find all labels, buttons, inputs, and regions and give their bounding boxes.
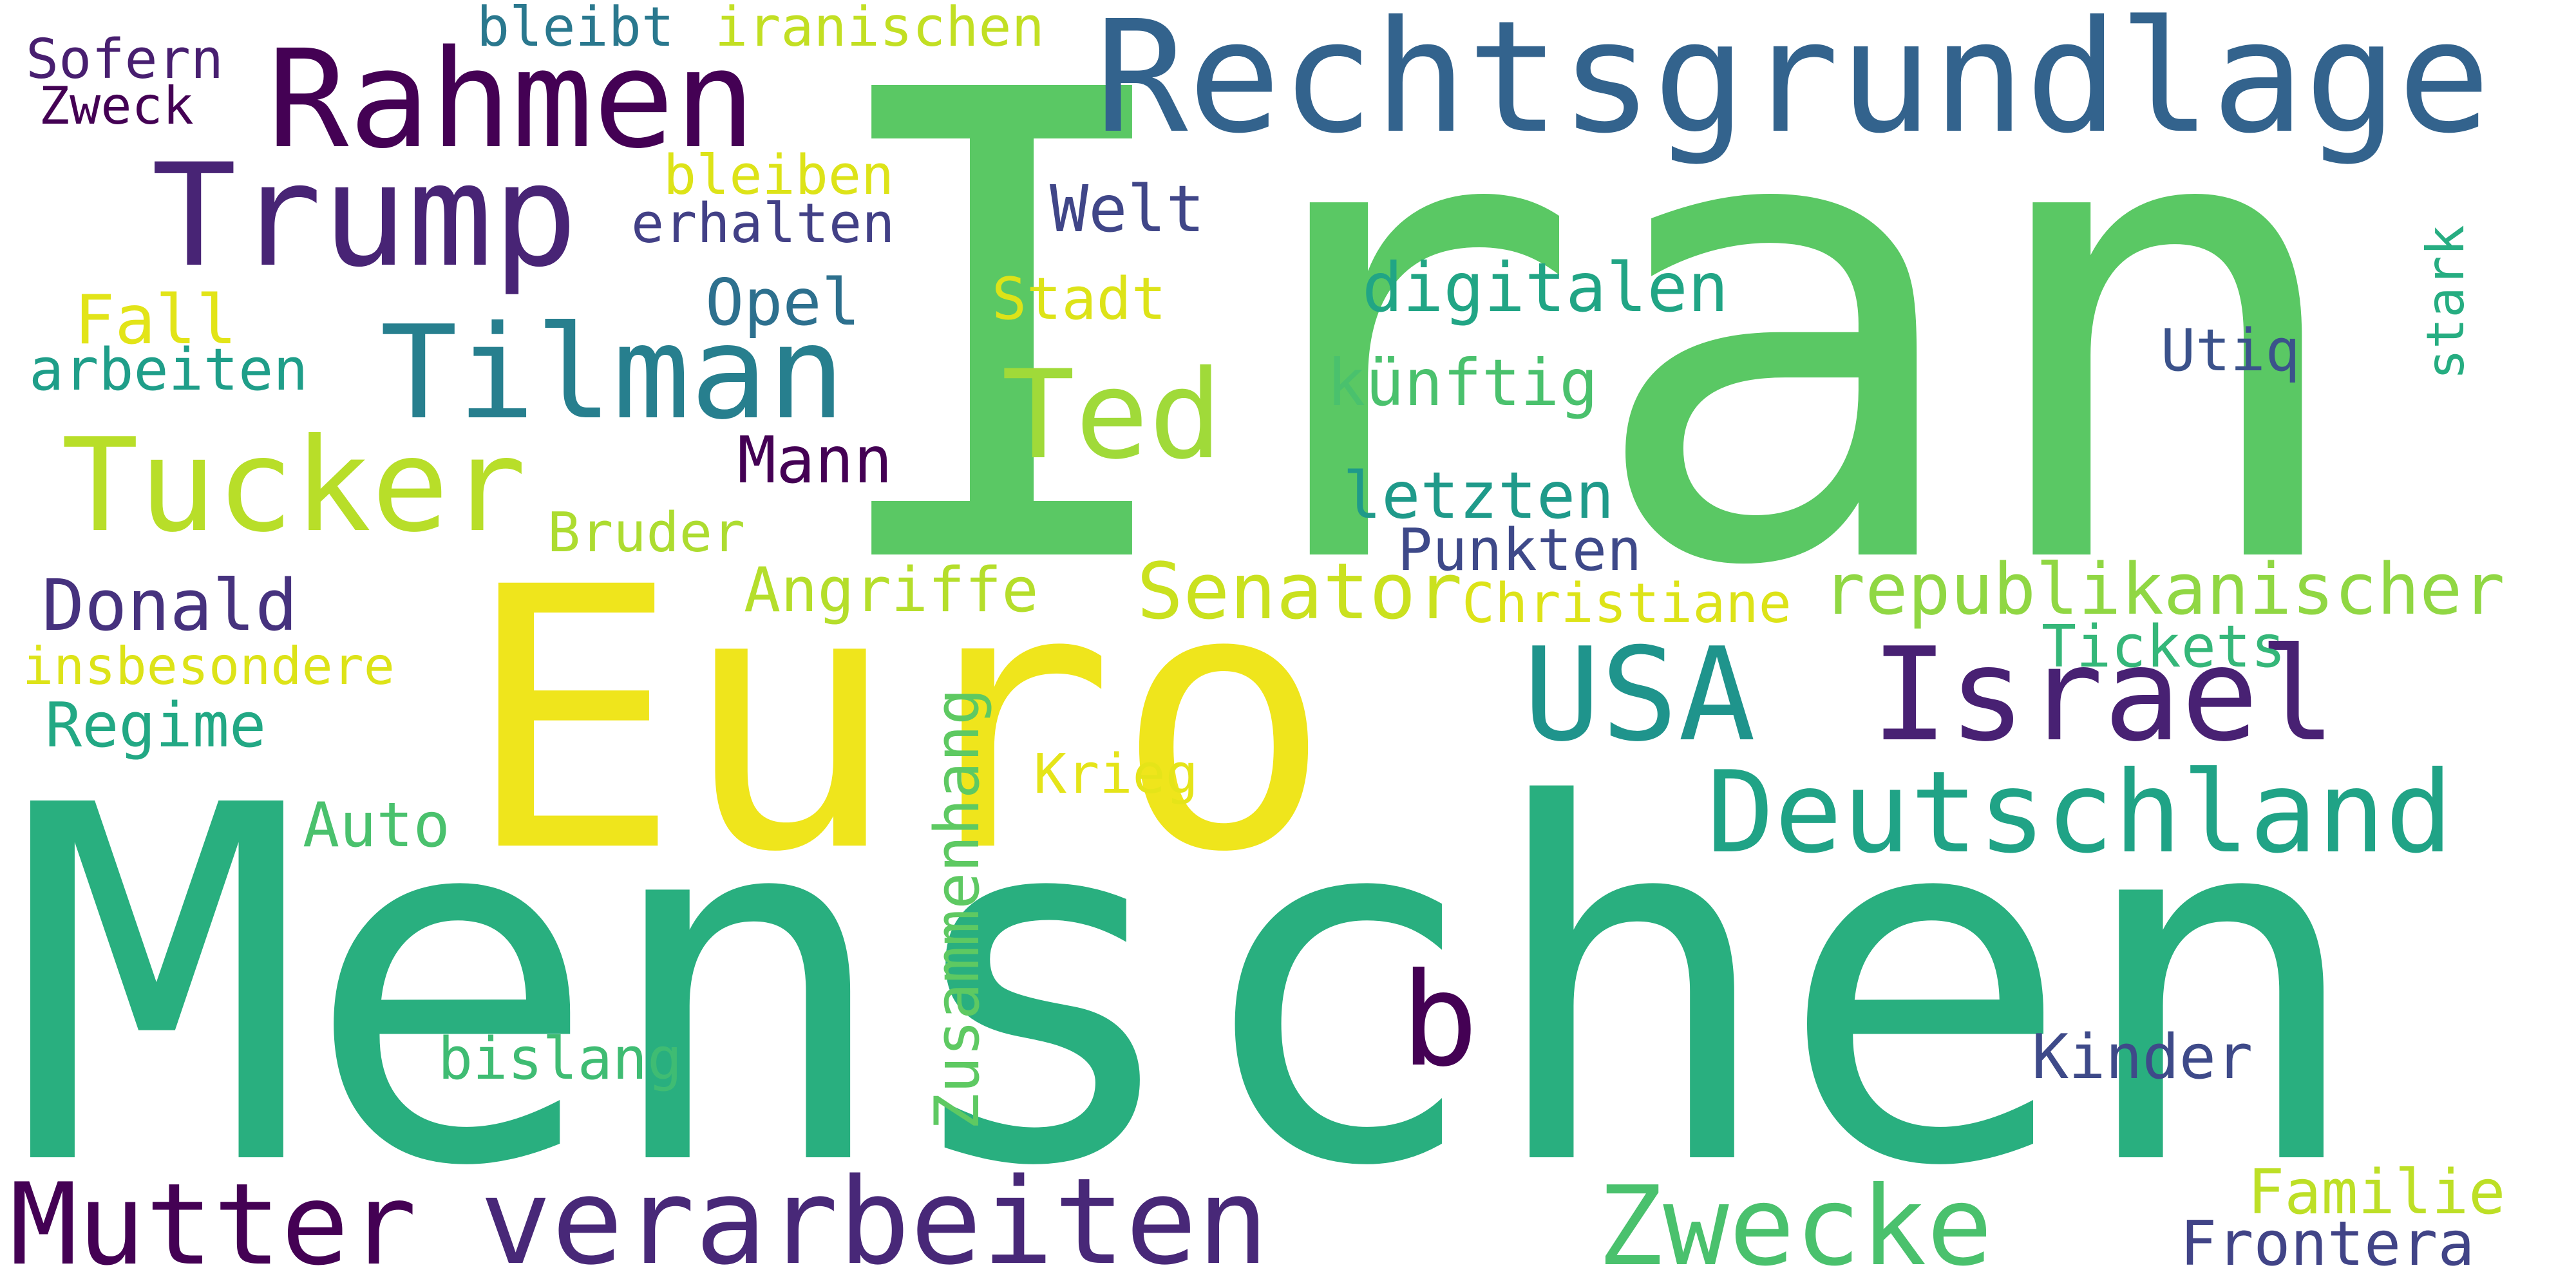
word-donald: Donald bbox=[42, 564, 298, 647]
word-bruder: Bruder bbox=[547, 501, 746, 565]
word-zusammenhang: Zusammenhang bbox=[922, 688, 993, 1130]
word-trump: Trump bbox=[151, 133, 578, 298]
word-letzten: letzten bbox=[1343, 458, 1615, 533]
word-bislang: bislang bbox=[438, 1025, 683, 1093]
word-b: b bbox=[1401, 945, 1479, 1095]
word-auto: Auto bbox=[303, 790, 450, 861]
word-rahmen: Rahmen bbox=[267, 21, 756, 178]
word-senator: Senator bbox=[1137, 547, 1463, 637]
word-utiq: Utiq bbox=[2161, 317, 2300, 384]
word-fall: Fall bbox=[74, 281, 237, 359]
word-iranischen: iranischen bbox=[715, 0, 1045, 59]
word-mann: Mann bbox=[737, 422, 893, 498]
word-erhalten: erhalten bbox=[631, 192, 895, 256]
word-ted: Ted bbox=[1001, 344, 1223, 486]
word-deutschland: Deutschland bbox=[1707, 748, 2453, 878]
word-bleiben: bleiben bbox=[663, 144, 895, 207]
word-kuenftig: künftig bbox=[1327, 345, 1598, 421]
word-stark: stark bbox=[2416, 225, 2476, 380]
word-zweck: Zweck bbox=[39, 76, 194, 136]
word-opel: Opel bbox=[705, 265, 860, 340]
word-regime: Regime bbox=[45, 690, 267, 761]
word-iran: Iran bbox=[808, 0, 2360, 706]
word-insbesondere: insbesondere bbox=[23, 636, 395, 696]
word-euro: Euro bbox=[464, 511, 1332, 931]
word-tickets: Tickets bbox=[2041, 613, 2286, 681]
word-angriffe: Angriffe bbox=[744, 555, 1039, 626]
word-arbeiten: arbeiten bbox=[29, 336, 308, 404]
word-zwecke: Zwecke bbox=[1597, 1163, 1993, 1288]
word-bleibt: bleibt bbox=[477, 0, 675, 59]
word-verarbeiten: verarbeiten bbox=[480, 1152, 1269, 1288]
word-israel: Israel bbox=[1871, 620, 2336, 770]
word-usa: USA bbox=[1523, 620, 1756, 770]
word-rechtsgrundlage: Rechtsgrundlage bbox=[1095, 0, 2491, 167]
word-welt: Welt bbox=[1050, 171, 1205, 247]
word-kinder: Kinder bbox=[2032, 1022, 2253, 1093]
word-christiane: Christiane bbox=[1462, 572, 1792, 636]
word-stadt: Stadt bbox=[992, 265, 1166, 333]
word-digitalen: digitalen bbox=[1362, 249, 1728, 327]
word-krieg: Krieg bbox=[1034, 743, 1198, 806]
word-sofern: Sofern bbox=[26, 28, 224, 91]
word-punkten: Punkten bbox=[1397, 516, 1642, 584]
word-tucker: Tucker bbox=[61, 411, 527, 561]
word-menschen: Menschen bbox=[10, 704, 2367, 1273]
word-familie: Familie bbox=[2248, 1157, 2506, 1228]
word-republikanischer: republikanischer bbox=[1823, 548, 2505, 630]
word-mutter: Mutter bbox=[10, 1160, 417, 1288]
word-tilman: Tilman bbox=[380, 298, 846, 448]
word-frontera: Frontera bbox=[2180, 1209, 2475, 1280]
